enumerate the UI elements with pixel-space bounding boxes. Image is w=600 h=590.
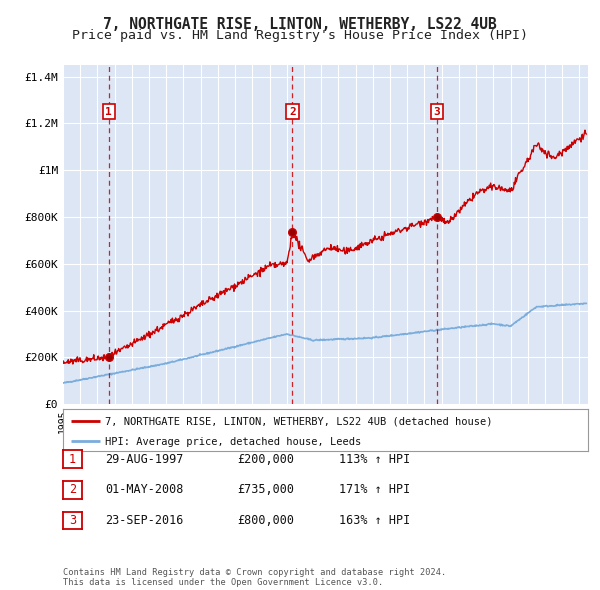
Text: 163% ↑ HPI: 163% ↑ HPI [339,514,410,527]
Text: 2: 2 [69,483,76,496]
Text: 7, NORTHGATE RISE, LINTON, WETHERBY, LS22 4UB: 7, NORTHGATE RISE, LINTON, WETHERBY, LS2… [103,17,497,31]
Text: Price paid vs. HM Land Registry's House Price Index (HPI): Price paid vs. HM Land Registry's House … [72,30,528,42]
Text: 23-SEP-2016: 23-SEP-2016 [105,514,184,527]
Text: Contains HM Land Registry data © Crown copyright and database right 2024.
This d: Contains HM Land Registry data © Crown c… [63,568,446,587]
Text: 1: 1 [106,107,112,117]
Text: £800,000: £800,000 [237,514,294,527]
Text: £735,000: £735,000 [237,483,294,496]
Text: 29-AUG-1997: 29-AUG-1997 [105,453,184,466]
Text: 3: 3 [69,514,76,527]
Text: 171% ↑ HPI: 171% ↑ HPI [339,483,410,496]
Text: 7, NORTHGATE RISE, LINTON, WETHERBY, LS22 4UB (detached house): 7, NORTHGATE RISE, LINTON, WETHERBY, LS2… [105,417,493,427]
Text: 01-MAY-2008: 01-MAY-2008 [105,483,184,496]
Text: £200,000: £200,000 [237,453,294,466]
Text: 3: 3 [434,107,440,117]
Text: HPI: Average price, detached house, Leeds: HPI: Average price, detached house, Leed… [105,437,361,447]
Text: 1: 1 [69,453,76,466]
Text: 113% ↑ HPI: 113% ↑ HPI [339,453,410,466]
Text: 2: 2 [289,107,296,117]
